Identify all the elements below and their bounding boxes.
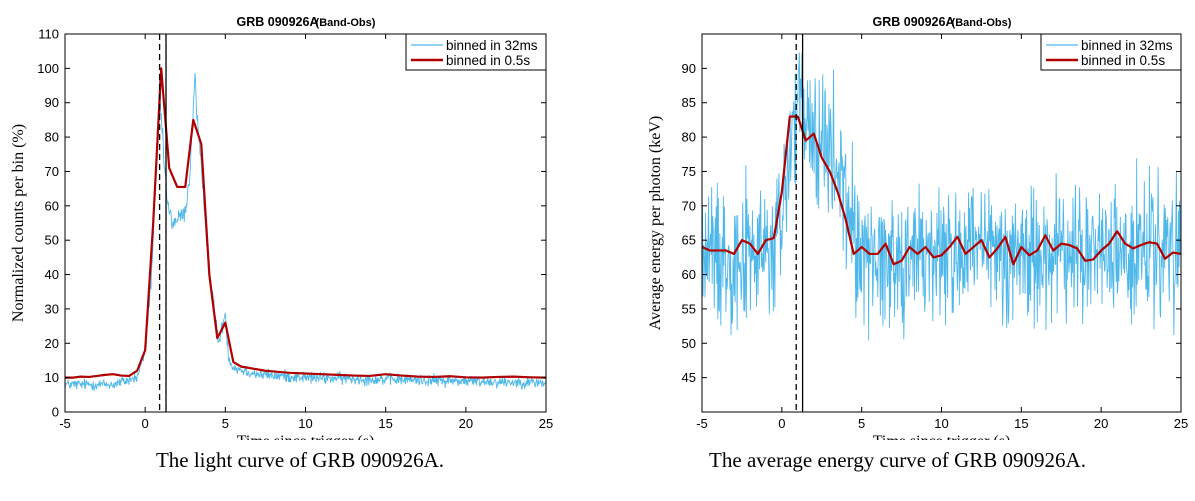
x-tick-label: 15 bbox=[378, 416, 392, 431]
y-tick-label: 85 bbox=[682, 95, 696, 110]
x-tick-label: 10 bbox=[298, 416, 312, 431]
energy-curve-panel: GRB 090926A (Band-Obs) -5 0 5 10 15 20 25 45 50 55 6… bbox=[600, 0, 1195, 501]
legend-entry-label: binned in 32ms bbox=[446, 38, 538, 53]
y-axis-label: Average energy per photon (keV) bbox=[647, 116, 664, 330]
legend-entry-label: binned in 0.5s bbox=[446, 53, 530, 68]
energy-curve-chart: GRB 090926A(Band-Obs) -5 0 5 10 15 20 25 45 50 55 6… bbox=[647, 15, 1188, 440]
y-tick-label: 45 bbox=[682, 370, 696, 385]
x-tick-label: 10 bbox=[934, 416, 948, 431]
series-0-5s-line bbox=[65, 67, 546, 379]
light-curve-chart: GRB 090926A(Band-Obs)-5 0 5 10 15 20 250102030… bbox=[10, 15, 553, 440]
y-tick-label: 10 bbox=[45, 370, 59, 385]
x-tick-label: -5 bbox=[59, 416, 71, 431]
y-tick-label: 65 bbox=[682, 233, 696, 248]
y-tick-label: 110 bbox=[38, 27, 59, 42]
y-tick-label: 75 bbox=[682, 164, 696, 179]
chart-title: GRB 090926A bbox=[873, 15, 955, 29]
x-tick-label: 20 bbox=[459, 416, 473, 431]
y-tick-label: 90 bbox=[682, 61, 696, 76]
y-tick-label: 20 bbox=[45, 336, 59, 351]
legend-box bbox=[1040, 33, 1182, 71]
energy-curve-caption: The average energy curve of GRB 090926A. bbox=[709, 448, 1086, 472]
x-tick-label: 25 bbox=[539, 416, 553, 431]
x-tick-label: 5 bbox=[222, 416, 229, 431]
series-0-5s-line bbox=[702, 115, 1181, 266]
y-tick-label: 50 bbox=[45, 233, 59, 248]
y-tick-label: 90 bbox=[45, 95, 59, 110]
y-tick-label: 80 bbox=[45, 130, 59, 145]
y-tick-label: 100 bbox=[37, 61, 59, 76]
chart-title: GRB 090926A bbox=[237, 15, 319, 29]
legend-box bbox=[405, 33, 547, 71]
y-tick-label: 30 bbox=[45, 301, 59, 316]
y-tick-label: 70 bbox=[682, 198, 696, 213]
y-tick-label: 60 bbox=[682, 267, 696, 282]
series-32ms-line bbox=[65, 72, 546, 392]
x-tick-label: 15 bbox=[1014, 416, 1028, 431]
y-tick-label: 60 bbox=[45, 198, 59, 213]
legend-entry-label: binned in 32ms bbox=[1081, 38, 1173, 53]
y-tick-label: 40 bbox=[45, 267, 59, 282]
light-curve-panel: GRB 090926A (Band-Obs) -5 0 5 10 15 20 25 0 10 20 30… bbox=[10, 15, 553, 472]
y-tick-label: 50 bbox=[682, 336, 696, 351]
light-curve-caption: The light curve of GRB 090926A. bbox=[155, 448, 445, 472]
chart-subtitle: (Band-Obs) bbox=[316, 17, 376, 29]
y-axis-label: Normalized counts per bin (%) bbox=[10, 124, 27, 322]
x-axis-label: Time since trigger (s) bbox=[237, 433, 375, 440]
legend-entry-label: binned in 0.5s bbox=[1081, 53, 1165, 68]
y-tick-label: 80 bbox=[682, 130, 696, 145]
x-tick-label: 25 bbox=[1174, 416, 1188, 431]
x-tick-label: 0 bbox=[142, 416, 149, 431]
y-tick-label: 0 bbox=[52, 405, 59, 420]
x-tick-label: 20 bbox=[1094, 416, 1108, 431]
y-tick-label: 55 bbox=[682, 301, 696, 316]
x-tick-label: -5 bbox=[696, 416, 708, 431]
chart-subtitle: (Band-Obs) bbox=[952, 17, 1012, 29]
x-tick-label: 5 bbox=[858, 416, 865, 431]
y-tick-label: 70 bbox=[45, 164, 59, 179]
plot-frame bbox=[64, 33, 547, 413]
x-tick-label: 0 bbox=[778, 416, 785, 431]
series-32ms-line bbox=[702, 52, 1181, 341]
x-axis-label: Time since trigger (s) bbox=[873, 433, 1011, 440]
